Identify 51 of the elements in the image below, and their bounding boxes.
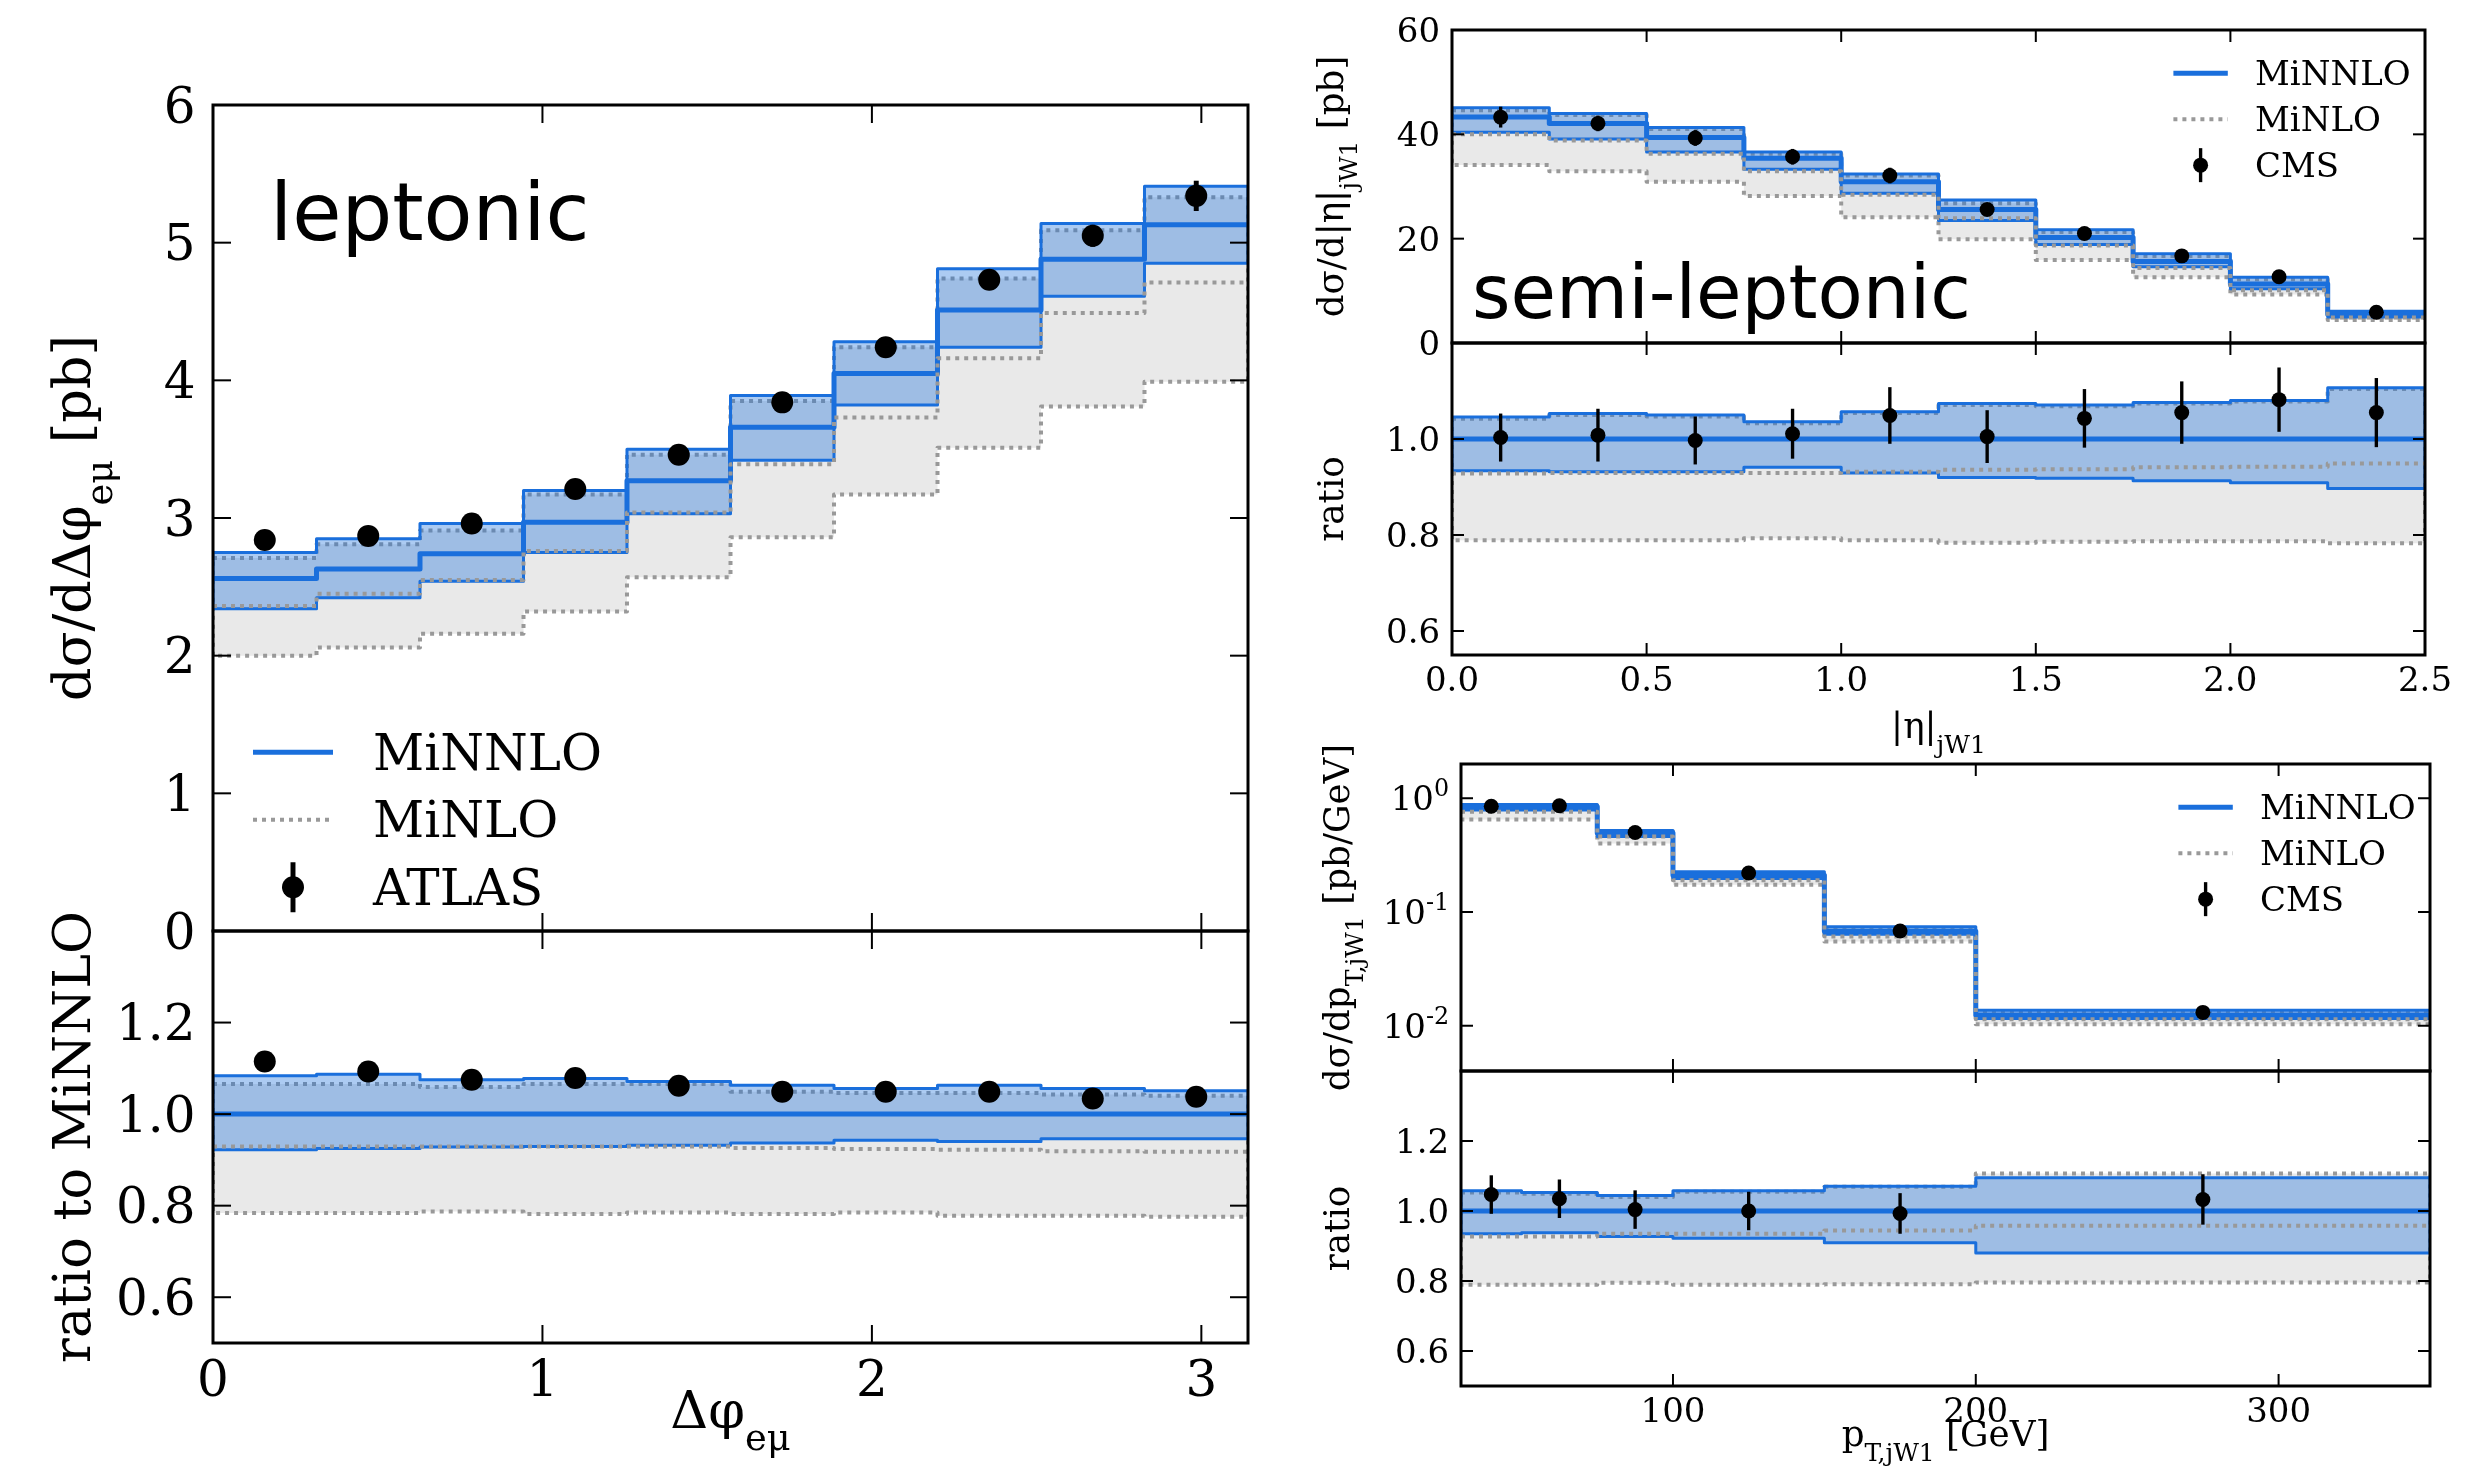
x-tick-label: 1.5: [2008, 658, 2063, 699]
x-tick-label: 0.5: [1619, 658, 1674, 699]
x-tick-label: 2: [855, 1349, 888, 1408]
y-tick-label: 1.2: [115, 994, 196, 1053]
y-tick-label: 1.2: [1395, 1120, 1450, 1161]
y-axis-title: ratio: [1315, 1185, 1357, 1272]
legend-label: CMS: [2255, 145, 2340, 186]
y-tick-label: 3: [163, 489, 196, 548]
legend-label: MiNNLO: [373, 723, 602, 782]
y-tick-label: 5: [163, 214, 196, 273]
legend-label: MiNLO: [2255, 99, 2381, 140]
annotation: leptonic: [270, 166, 590, 259]
legend-label: MiNNLO: [2255, 53, 2411, 94]
y-tick-label: 10$^{-2}$: [1382, 1001, 1450, 1046]
x-tick-label: 300: [2246, 1389, 2312, 1430]
x-tick-label: 3: [1185, 1349, 1218, 1408]
x-tick-label: 1: [526, 1349, 559, 1408]
y-tick-label: 1.0: [1395, 1190, 1450, 1231]
x-tick-label: 0.0: [1424, 658, 1480, 699]
y-tick-label: 60: [1396, 9, 1441, 50]
y-tick-label: 0.8: [1395, 1260, 1450, 1301]
x-tick-label: 1.0: [1814, 658, 1869, 699]
y-tick-label: 6: [163, 76, 196, 135]
y-tick-label: 0.8: [115, 1177, 196, 1236]
x-tick-label: 100: [1640, 1389, 1706, 1430]
y-tick-label: 4: [163, 351, 196, 410]
legend-label: MiNLO: [2260, 833, 2386, 874]
y-tick-label: 0.6: [1386, 610, 1441, 651]
legend-label: ATLAS: [372, 858, 544, 917]
y-tick-label: 10$^{-1}$: [1382, 887, 1450, 932]
annotation: semi-leptonic: [1472, 249, 1971, 335]
legend-label: MiNLO: [373, 791, 559, 850]
y-axis-title: ratio to MiNNLO: [41, 910, 103, 1364]
x-axis-title: |η|$_{jW1}$: [1891, 705, 1986, 759]
legend-label: CMS: [2260, 879, 2345, 920]
y-tick-label: 0.8: [1386, 514, 1441, 555]
y-tick-label: 1.0: [1386, 418, 1441, 459]
y-tick-label: 0: [1418, 322, 1441, 363]
x-axis-title: Δφ$_{eμ}$: [670, 1379, 791, 1459]
y-tick-label: 1: [163, 764, 196, 823]
y-tick-label: 0.6: [115, 1268, 196, 1327]
y-tick-label: 1.0: [115, 1085, 196, 1144]
y-tick-label: 10$^{0}$: [1390, 774, 1450, 819]
y-tick-label: 0: [163, 902, 196, 961]
x-tick-label: 2.5: [2397, 658, 2453, 699]
y-tick-label: 20: [1396, 218, 1441, 259]
y-tick-label: 0.6: [1395, 1330, 1450, 1371]
legend-label: MiNNLO: [2260, 787, 2416, 828]
x-tick-label: 2.0: [2203, 658, 2258, 699]
y-tick-label: 40: [1396, 114, 1441, 155]
y-axis-title: ratio: [1309, 456, 1351, 542]
